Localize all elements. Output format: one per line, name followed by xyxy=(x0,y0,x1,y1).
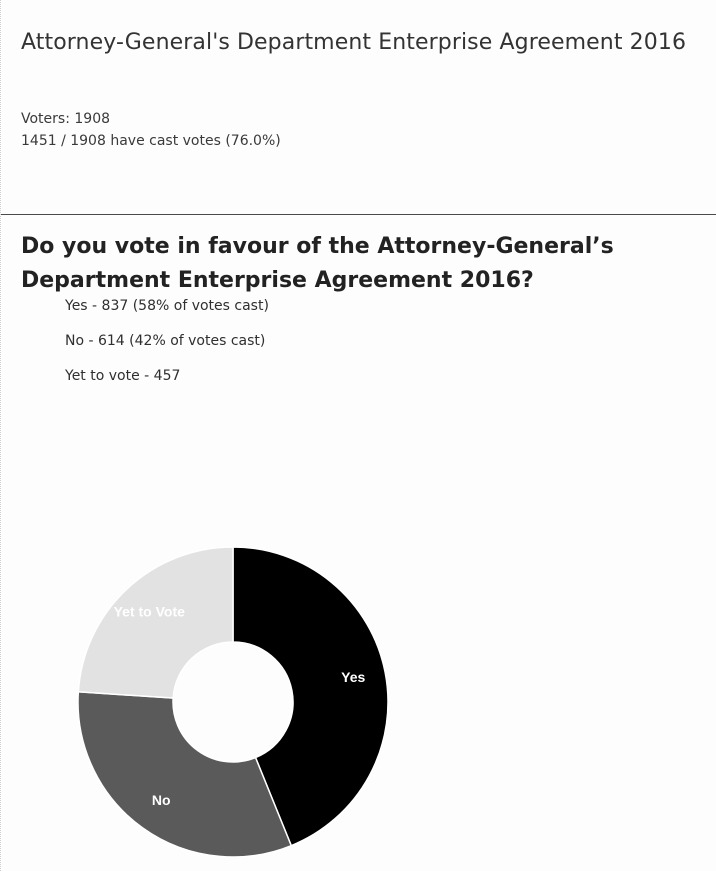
result-no: No - 614 (42% of votes cast) xyxy=(65,333,266,349)
donut-slice-yet-to-vote xyxy=(77,546,234,699)
donut-slice-yes xyxy=(232,546,389,847)
section-divider xyxy=(1,214,716,215)
voter-summary: Voters: 1908 1451 / 1908 have cast votes… xyxy=(21,108,281,152)
donut-label-yes: Yes xyxy=(341,669,365,685)
donut-labels: Yes No Yet to Vote xyxy=(114,603,366,808)
results-list: Yes - 837 (58% of votes cast) No - 614 (… xyxy=(65,296,269,401)
donut-slice-no xyxy=(77,691,293,858)
question-heading: Do you vote in favour of the Attorney-Ge… xyxy=(21,234,614,293)
result-yes: Yes - 837 (58% of votes cast) xyxy=(65,298,269,314)
donut-label-no: No xyxy=(152,792,171,808)
votes-cast: 1451 / 1908 have cast votes (76.0%) xyxy=(21,133,281,149)
voters-count: Voters: 1908 xyxy=(21,111,111,127)
result-yet-to-vote: Yet to vote - 457 xyxy=(65,368,181,384)
donut-label-yet-to-vote: Yet to Vote xyxy=(114,603,186,619)
vote-donut-chart: Yes No Yet to Vote xyxy=(77,546,389,858)
donut-slices xyxy=(77,546,389,858)
page-title: Attorney-General's Department Enterprise… xyxy=(21,30,687,55)
